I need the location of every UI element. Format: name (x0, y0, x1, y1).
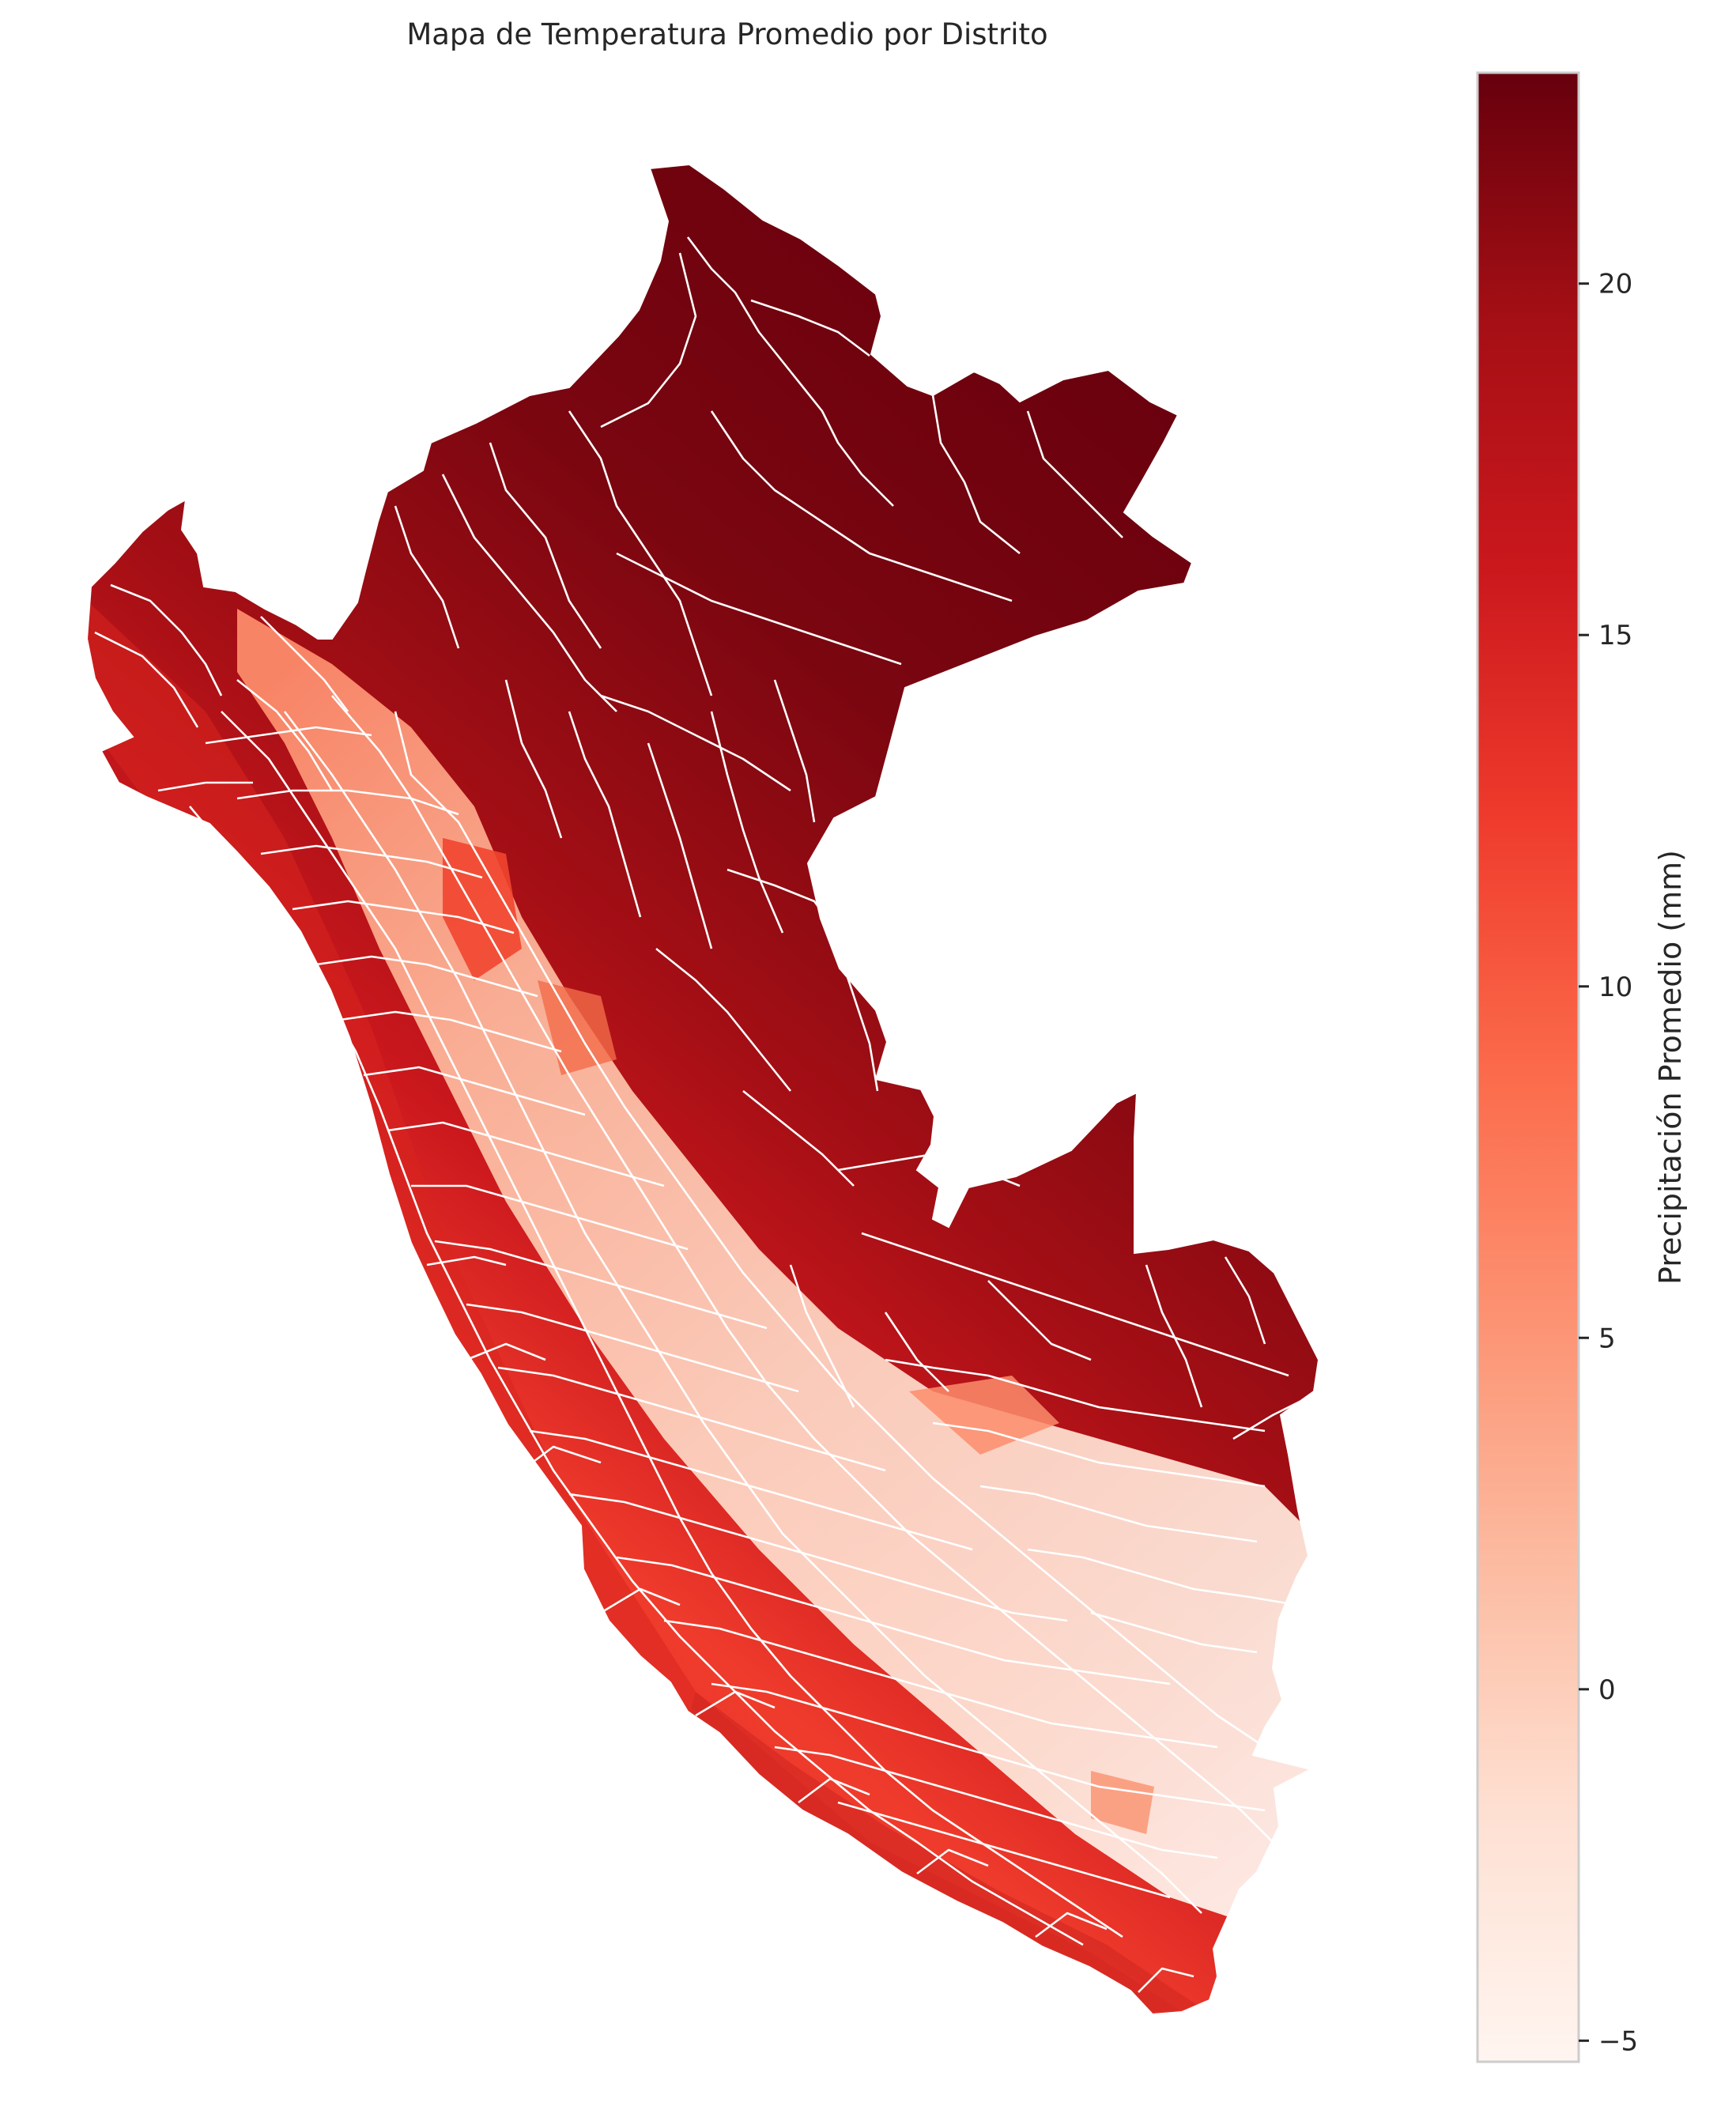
district-boundaries (94, 236, 1305, 1993)
colorbar-tick-label: 10 (1598, 972, 1632, 1003)
andes-highlands (87, 601, 1319, 2014)
colorbar-tick-label: 15 (1598, 620, 1632, 651)
colorbar-tick-label: 0 (1598, 1674, 1616, 1706)
colorbar-tick-label: 20 (1598, 269, 1632, 300)
colorbar-tick-label: −5 (1598, 2025, 1638, 2057)
map-body (86, 164, 1319, 2015)
colorbar-tick-label: 5 (1598, 1323, 1616, 1354)
colorbar-ticks: −5 0 5 10 15 20 (1579, 269, 1638, 2057)
colorbar-gradient (1476, 71, 1580, 2063)
colorbar-label: Precipitación Promedio (mm) (1653, 850, 1688, 1285)
map-title: Mapa de Temperatura Promedio por Distrit… (406, 17, 1048, 51)
